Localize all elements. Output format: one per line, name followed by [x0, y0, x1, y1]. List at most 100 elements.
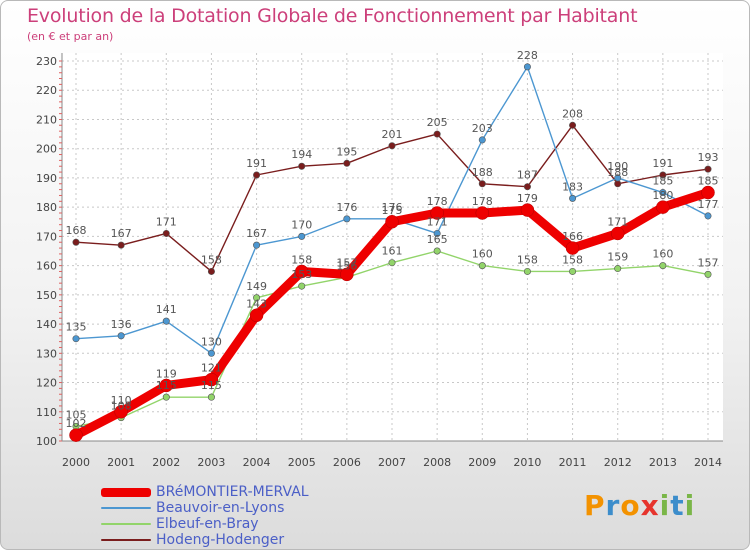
- x-tick-label: 2004: [243, 456, 271, 469]
- data-point: [249, 308, 264, 323]
- data-label: 167: [111, 227, 132, 240]
- data-label: 158: [517, 253, 538, 266]
- data-label: 191: [246, 157, 267, 170]
- data-label: 171: [156, 215, 177, 228]
- y-tick-label: 150: [36, 289, 57, 302]
- x-tick-label: 2000: [62, 456, 90, 469]
- chart-subtitle: (en € et par an): [27, 30, 114, 43]
- y-tick-label: 190: [36, 172, 57, 185]
- data-label: 228: [517, 49, 538, 62]
- line-chart: 100 110 120 130 140 150 160 170 180 190 200 210 220 2…: [36, 49, 723, 469]
- data-point: [701, 185, 715, 200]
- legend-label: Elbeuf-en-Bray: [156, 516, 259, 532]
- data-point: [523, 183, 531, 191]
- data-label: 149: [246, 280, 267, 293]
- x-tick-label: 2005: [288, 456, 316, 469]
- data-point: [207, 393, 215, 401]
- data-label: 195: [336, 145, 357, 158]
- data-label: 141: [156, 303, 177, 316]
- data-point: [253, 294, 261, 302]
- data-point: [159, 378, 174, 393]
- x-tick-label: 2014: [694, 456, 722, 469]
- data-label: 130: [201, 335, 222, 348]
- data-point: [433, 247, 441, 255]
- legend-swatch: [101, 507, 151, 509]
- data-label: 135: [66, 321, 87, 334]
- data-label: 156: [336, 259, 357, 272]
- legend-item: Elbeuf-en-Bray: [101, 516, 309, 532]
- data-point: [298, 232, 306, 240]
- x-tick-label: 2012: [604, 456, 632, 469]
- x-tick-label: 2002: [152, 456, 180, 469]
- data-point: [253, 241, 261, 249]
- data-label: 119: [156, 367, 177, 380]
- data-label: 121: [201, 362, 222, 375]
- y-tick-label: 110: [36, 406, 57, 419]
- data-point: [614, 180, 622, 188]
- data-point: [207, 267, 215, 275]
- chart-title: Evolution de la Dotation Globale de Fonc…: [27, 5, 638, 27]
- data-point: [659, 262, 667, 270]
- data-point: [614, 174, 622, 182]
- data-point: [72, 238, 80, 246]
- chart-legend: BRéMONTIER-MERVAL Beauvoir-en-Lyons Elbeuf…: [101, 484, 309, 548]
- data-point: [433, 229, 441, 237]
- y-tick-label: 210: [36, 113, 57, 126]
- data-label: 143: [246, 297, 267, 310]
- data-point: [475, 206, 490, 220]
- data-label: 168: [66, 224, 87, 237]
- logo-letter: r: [605, 489, 621, 522]
- data-point: [569, 194, 577, 202]
- data-point: [162, 317, 170, 325]
- data-label: 166: [562, 230, 583, 243]
- y-tick-label: 180: [36, 201, 57, 214]
- data-label: 201: [382, 128, 403, 141]
- data-label: 191: [652, 157, 673, 170]
- x-tick-label: 2013: [649, 456, 677, 469]
- data-label: 110: [111, 394, 132, 407]
- data-point: [72, 335, 80, 343]
- data-point: [565, 241, 580, 255]
- data-point: [704, 212, 712, 220]
- data-point: [162, 229, 170, 237]
- data-label: 185: [698, 175, 719, 188]
- y-tick-label: 140: [36, 318, 57, 331]
- x-tick-label: 2001: [107, 456, 135, 469]
- data-point: [569, 267, 577, 275]
- data-point: [114, 405, 128, 419]
- y-tick-label: 100: [36, 435, 57, 448]
- data-label: 108: [111, 400, 132, 413]
- data-point: [610, 226, 625, 241]
- x-tick-label: 2007: [378, 456, 406, 469]
- data-point: [340, 267, 354, 282]
- data-point: [253, 171, 261, 179]
- data-point: [704, 270, 712, 278]
- x-tick-label: 2003: [197, 456, 225, 469]
- data-label: 115: [201, 379, 222, 392]
- data-label: 161: [382, 245, 403, 258]
- proxiti-logo: Proxiti: [584, 489, 695, 522]
- data-point: [430, 206, 444, 220]
- data-point: [388, 142, 396, 150]
- data-point: [385, 215, 399, 229]
- data-point: [478, 136, 486, 144]
- legend-label: Hodeng-Hodenger: [156, 532, 285, 548]
- data-label: 179: [517, 192, 538, 205]
- data-label: 160: [652, 248, 673, 261]
- data-point: [117, 332, 125, 340]
- data-label: 136: [111, 318, 132, 331]
- x-tick-label: 2009: [468, 456, 496, 469]
- data-point: [478, 262, 486, 270]
- logo-letter: i: [659, 489, 671, 522]
- x-tick-label: 2008: [423, 456, 451, 469]
- data-point: [298, 162, 306, 170]
- data-label: 176: [336, 201, 357, 214]
- data-label: 190: [607, 160, 628, 173]
- data-label: 188: [472, 166, 493, 179]
- legend-item: Beauvoir-en-Lyons: [101, 500, 309, 516]
- data-point: [523, 267, 531, 275]
- data-label: 193: [698, 151, 719, 164]
- data-point: [659, 171, 667, 179]
- logo-letter: P: [584, 489, 606, 522]
